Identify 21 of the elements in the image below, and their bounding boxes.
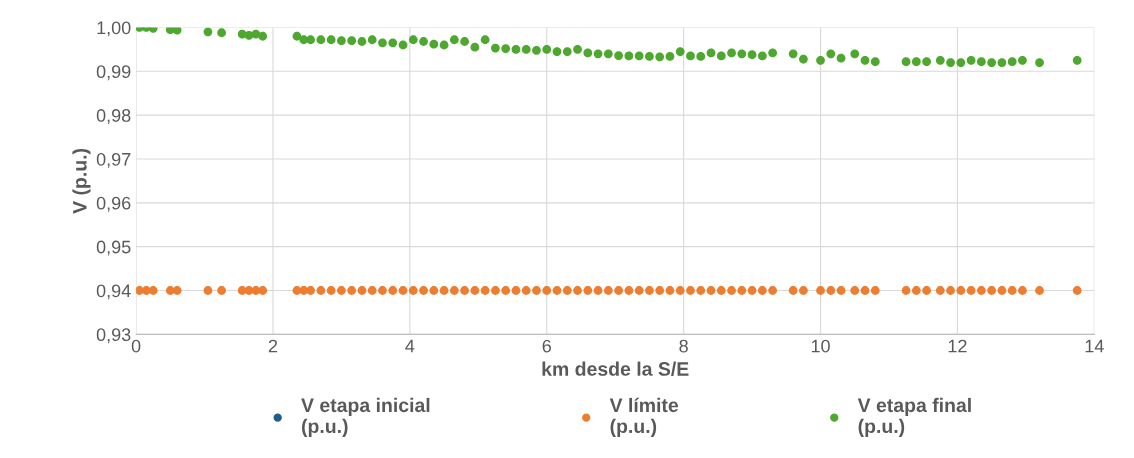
legend-label: V límite (p.u.) [609,397,679,437]
y-tick-label: 0,95 [96,240,131,256]
y-tick-label: 0,99 [96,65,131,81]
x-tick-label: 2 [268,339,278,353]
legend-label: V etapa final (p.u.) [857,397,971,437]
y-axis-title: V (p.u.) [72,148,91,214]
legend-label: V etapa inicial (p.u.) [301,397,430,437]
x-tick-label: 0 [131,339,141,353]
x-axis-title: km desde la S/E [542,361,689,377]
x-tick-label: 12 [948,339,967,353]
y-tick-label: 0,94 [96,284,131,300]
y-tick-label: 0,97 [96,152,131,168]
y-tick-label: 0,93 [96,328,131,344]
x-tick-label: 10 [811,339,830,353]
x-tick-label: 4 [405,339,415,353]
x-tick-label: 6 [542,339,551,353]
y-tick-label: 1,00 [97,21,131,37]
x-tick-label: 8 [679,339,688,353]
y-tick-label: 0,98 [96,109,131,125]
x-tick-label: 14 [1085,339,1104,353]
y-tick-label: 0,96 [96,196,131,212]
